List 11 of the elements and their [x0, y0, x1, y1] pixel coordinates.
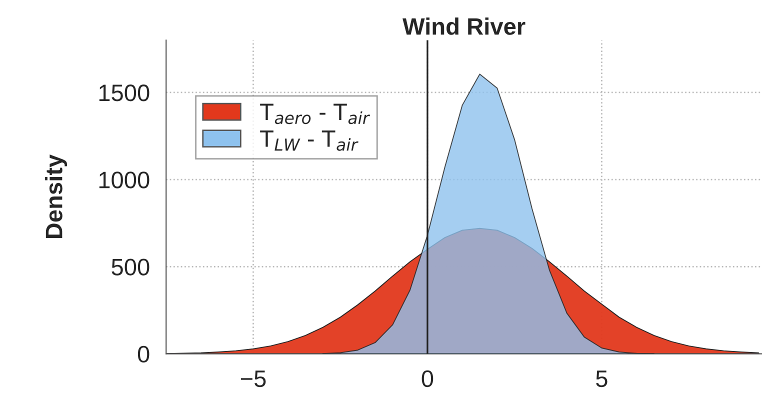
legend-label: T$_{aero}$ - T$_{air}$ [260, 104, 370, 124]
legend-label: T$_{LW}$ - T$_{air}$ [260, 130, 358, 151]
y-tick-label: 1500 [99, 84, 150, 102]
y-tick-label: 1000 [99, 172, 150, 188]
y-tick-label: 500 [112, 258, 150, 276]
y-tick-label: 0 [138, 346, 150, 363]
y-axis-title: Density [45, 154, 68, 238]
chart-title: Wind River [402, 18, 526, 35]
x-tick-label: 0 [422, 370, 434, 388]
x-tick-label: −5 [240, 370, 266, 388]
x-tick-label: 5 [596, 370, 608, 388]
